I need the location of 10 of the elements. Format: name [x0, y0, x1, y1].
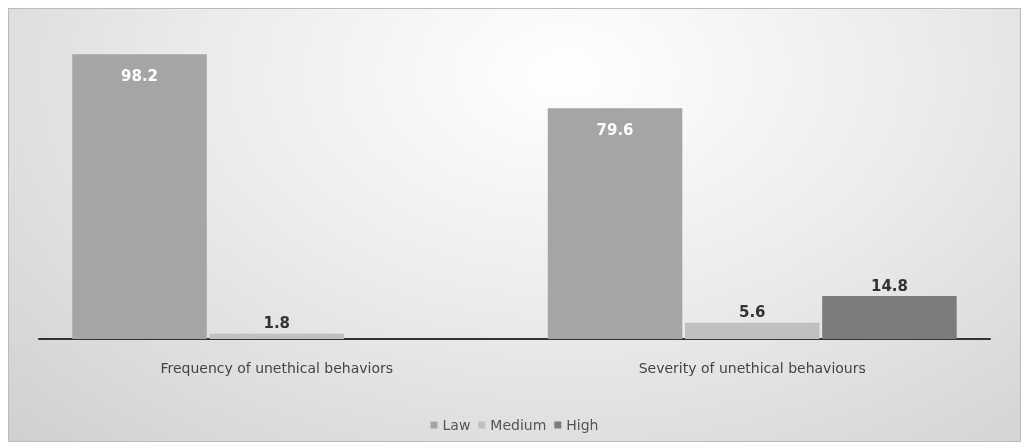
x-tick-label: Severity of unethical behaviours	[638, 360, 866, 376]
legend-label: Law	[442, 417, 471, 433]
legend-label: High	[566, 417, 599, 433]
data-label: 98.2	[121, 66, 159, 85]
data-label: 14.8	[870, 276, 908, 295]
data-label: 1.8	[263, 314, 291, 333]
data-label: 79.6	[596, 120, 634, 139]
x-tick-label: Frequency of unethical behaviors	[160, 360, 394, 376]
data-label: 5.6	[738, 303, 766, 322]
legend-label: Medium	[490, 417, 547, 433]
